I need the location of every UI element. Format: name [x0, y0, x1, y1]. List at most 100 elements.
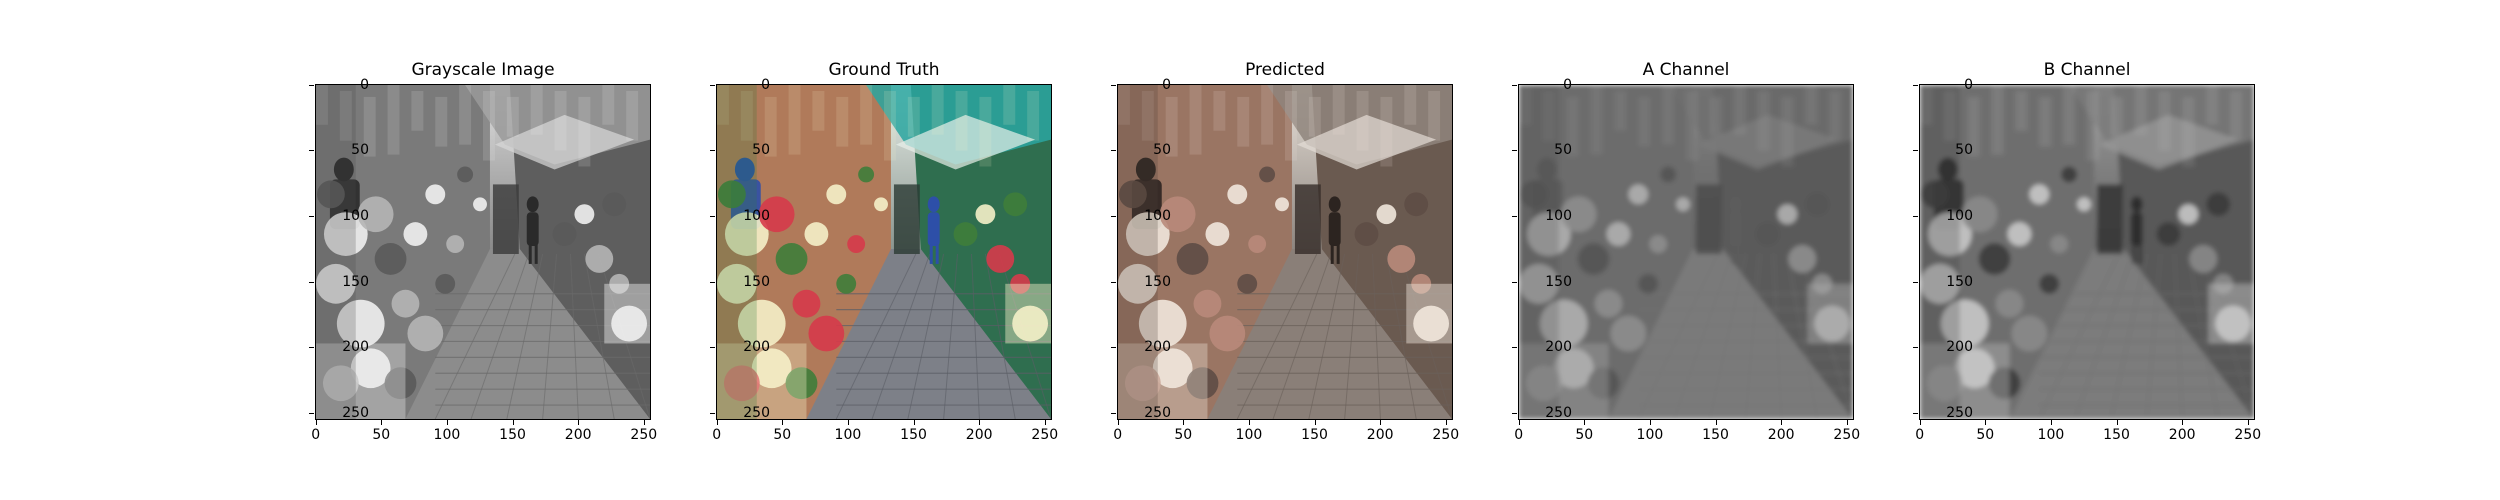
y-tick-label: 250 [1946, 404, 1973, 421]
y-tick-mark [309, 347, 314, 349]
panel-chanA: A Channel 0 50 100 150 200 250 0 50 100 150 200 250 [1512, 0, 1918, 500]
y-tick-mark [1111, 84, 1116, 86]
x-tick-label: 50 [372, 427, 391, 443]
x-tick-mark [1314, 420, 1316, 425]
image-sepia [1117, 84, 1453, 420]
x-tick-label: 150 [1702, 427, 1729, 443]
x-tick-label: 0 [311, 427, 321, 443]
x-tick-label: 200 [2168, 427, 2196, 443]
y-tick-label: 150 [1144, 273, 1171, 290]
x-tick-mark [1715, 420, 1717, 425]
x-tick-mark [1846, 420, 1848, 425]
x-tick-label: 100 [433, 427, 461, 443]
y-tick-mark [710, 347, 715, 349]
x-tick-mark [1445, 420, 1447, 425]
x-tick-mark [979, 420, 981, 425]
panel-chanB: B Channel 0 50 100 150 200 250 0 50 100 150 200 250 [1913, 0, 2319, 500]
y-tick-label: 250 [1545, 404, 1572, 421]
x-tick-label: 50 [1174, 427, 1193, 443]
y-tick-label: 100 [1144, 207, 1171, 224]
x-tick-label: 250 [630, 427, 658, 443]
x-tick-label: 150 [1301, 427, 1328, 443]
y-tick-mark [1913, 347, 1918, 349]
x-tick-label: 150 [499, 427, 526, 443]
y-tick-mark [309, 84, 314, 86]
x-tick-label: 0 [1113, 427, 1123, 443]
image-gray [315, 84, 651, 420]
y-tick-label: 150 [1946, 273, 1973, 290]
y-tick-label: 250 [342, 404, 369, 421]
x-tick-mark [446, 420, 448, 425]
y-tick-label: 250 [1144, 404, 1171, 421]
x-tick-label: 200 [564, 427, 592, 443]
panel-title: Ground Truth [828, 60, 940, 80]
x-tick-mark [1380, 420, 1382, 425]
y-tick-label: 100 [1545, 207, 1572, 224]
y-tick-mark [710, 150, 715, 152]
y-tick-mark [1512, 281, 1517, 283]
x-tick-mark [1584, 420, 1586, 425]
y-tick-label: 200 [1144, 339, 1171, 356]
y-tick-mark [1913, 150, 1918, 152]
y-tick-label: 200 [743, 339, 770, 356]
x-tick-label: 200 [1366, 427, 1394, 443]
y-tick-label: 0 [761, 76, 770, 93]
image-chanA [1518, 84, 1854, 420]
x-tick-label: 250 [1833, 427, 1861, 443]
y-tick-mark [309, 150, 314, 152]
x-tick-label: 50 [1976, 427, 1995, 443]
x-tick-mark [512, 420, 514, 425]
y-tick-label: 200 [342, 339, 369, 356]
y-tick-mark [710, 84, 715, 86]
x-tick-mark [1518, 420, 1520, 425]
y-tick-mark [710, 412, 715, 414]
x-tick-label: 100 [2037, 427, 2065, 443]
x-tick-mark [847, 420, 849, 425]
x-tick-mark [1919, 420, 1921, 425]
y-tick-mark [1111, 347, 1116, 349]
panel-title: B Channel [2043, 60, 2131, 80]
x-tick-mark [2116, 420, 2118, 425]
y-tick-label: 50 [1955, 142, 1973, 159]
y-tick-label: 0 [1964, 76, 1973, 93]
x-tick-label: 100 [1636, 427, 1664, 443]
x-tick-mark [1117, 420, 1119, 425]
x-tick-mark [643, 420, 645, 425]
panel-title: Grayscale Image [411, 60, 555, 80]
y-tick-label: 50 [1554, 142, 1572, 159]
y-tick-mark [1512, 215, 1517, 217]
x-tick-mark [716, 420, 718, 425]
y-tick-label: 150 [743, 273, 770, 290]
y-tick-mark [1512, 150, 1517, 152]
y-tick-label: 50 [1153, 142, 1171, 159]
x-tick-label: 200 [965, 427, 993, 443]
panel-gray: Grayscale Image 0 50 100 150 200 250 0 50 100 150 2… [309, 0, 715, 500]
y-tick-mark [710, 215, 715, 217]
y-tick-mark [1913, 281, 1918, 283]
x-tick-label: 250 [1432, 427, 1460, 443]
y-tick-label: 50 [351, 142, 369, 159]
y-tick-mark [309, 412, 314, 414]
y-tick-mark [1913, 412, 1918, 414]
panel-title: Predicted [1245, 60, 1325, 80]
y-tick-mark [1512, 412, 1517, 414]
y-tick-mark [1913, 215, 1918, 217]
y-tick-label: 50 [752, 142, 770, 159]
x-tick-mark [2182, 420, 2184, 425]
y-tick-label: 100 [342, 207, 369, 224]
x-tick-mark [1985, 420, 1987, 425]
y-tick-mark [1111, 412, 1116, 414]
panel-title: A Channel [1642, 60, 1730, 80]
x-tick-label: 150 [2103, 427, 2130, 443]
y-tick-label: 200 [1545, 339, 1572, 356]
x-tick-label: 0 [1514, 427, 1524, 443]
x-tick-mark [315, 420, 317, 425]
x-tick-label: 250 [2234, 427, 2262, 443]
y-tick-mark [1111, 281, 1116, 283]
x-tick-label: 50 [773, 427, 792, 443]
y-tick-mark [309, 215, 314, 217]
x-tick-mark [1248, 420, 1250, 425]
x-tick-mark [1781, 420, 1783, 425]
x-tick-mark [1044, 420, 1046, 425]
y-tick-label: 150 [342, 273, 369, 290]
